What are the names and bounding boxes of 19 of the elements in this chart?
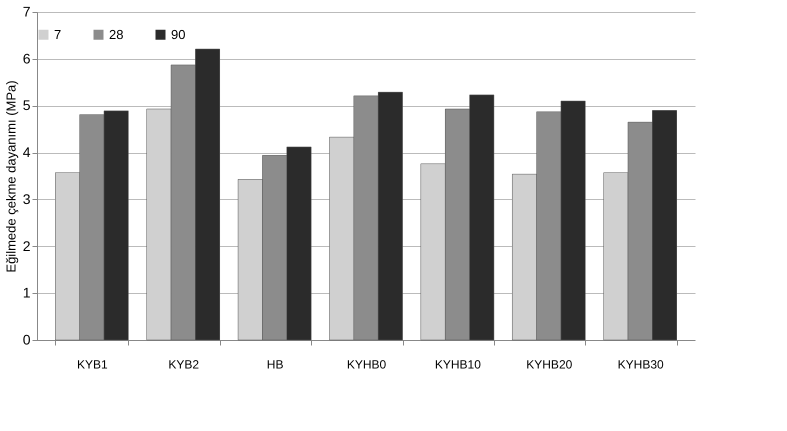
y-tick-label: 0 bbox=[22, 332, 31, 348]
y-tick-label: 4 bbox=[22, 144, 31, 160]
x-tick-label: KYB2 bbox=[168, 358, 200, 372]
y-tick-label: 7 bbox=[22, 4, 31, 20]
x-tick-label: KYHB10 bbox=[434, 358, 482, 372]
legend-label: 7 bbox=[54, 26, 62, 42]
y-tick-label: 5 bbox=[22, 97, 31, 114]
x-tick-label: HB bbox=[266, 358, 284, 372]
y-tick-label: 2 bbox=[22, 238, 31, 254]
y-tick-label: 6 bbox=[22, 50, 31, 66]
x-tick-label: KYHB20 bbox=[526, 358, 573, 372]
x-tick-label: KYHB0 bbox=[346, 358, 386, 372]
legend-label: 28 bbox=[109, 26, 124, 42]
y-axis-title: Eğilmede çekme dayanımı (MPa) bbox=[4, 80, 19, 273]
y-tick-label: 1 bbox=[22, 284, 31, 301]
x-tick-label: KYB1 bbox=[76, 358, 108, 372]
legend-label: 90 bbox=[171, 26, 186, 42]
x-tick-label: KYHB30 bbox=[618, 358, 664, 372]
y-tick-label: 3 bbox=[22, 190, 31, 207]
